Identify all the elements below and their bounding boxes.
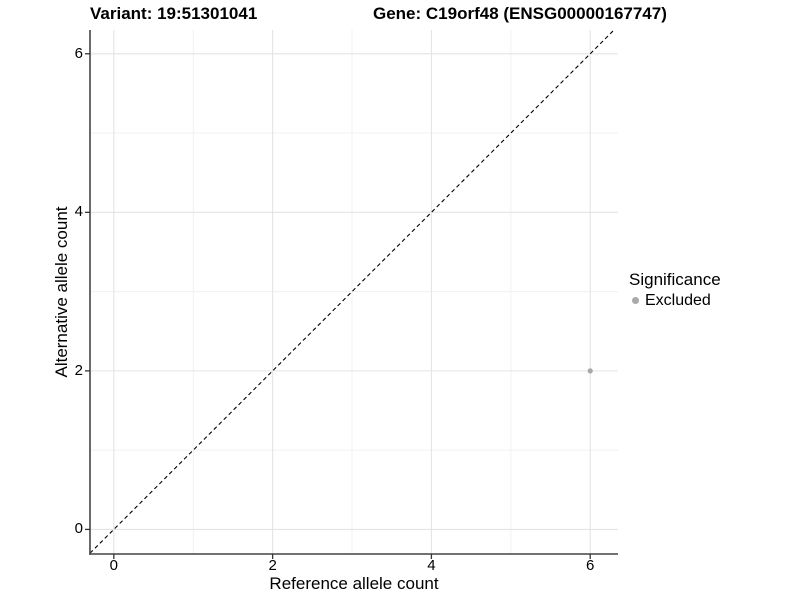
- legend-point-icon: [632, 297, 639, 304]
- identity-dashed-line: [89, 29, 615, 554]
- plot-panel: [85, 29, 618, 559]
- plot-area: [85, 29, 618, 559]
- plot-title-variant: Variant: 19:51301041: [90, 4, 258, 23]
- y-tick-label: 4: [74, 203, 83, 221]
- plot-title-gene: Gene: C19orf48 (ENSG00000167747): [373, 4, 667, 23]
- y-tick-label: 0: [74, 520, 83, 538]
- data-point: [587, 368, 593, 374]
- legend: Significance Excluded: [629, 270, 721, 310]
- x-tick-label: 2: [268, 557, 277, 574]
- x-tick-label: 4: [427, 557, 436, 574]
- x-axis-title: Reference allele count: [269, 574, 439, 593]
- x-tick-label: 6: [586, 557, 595, 574]
- legend-title: Significance: [629, 270, 721, 289]
- y-tick-label: 6: [74, 44, 83, 62]
- legend-item-excluded: Excluded: [629, 291, 721, 310]
- legend-item-label: Excluded: [645, 292, 711, 309]
- x-tick-label: 0: [109, 557, 118, 574]
- y-axis-title: Alternative allele count: [52, 206, 71, 378]
- y-tick-label: 2: [74, 361, 83, 379]
